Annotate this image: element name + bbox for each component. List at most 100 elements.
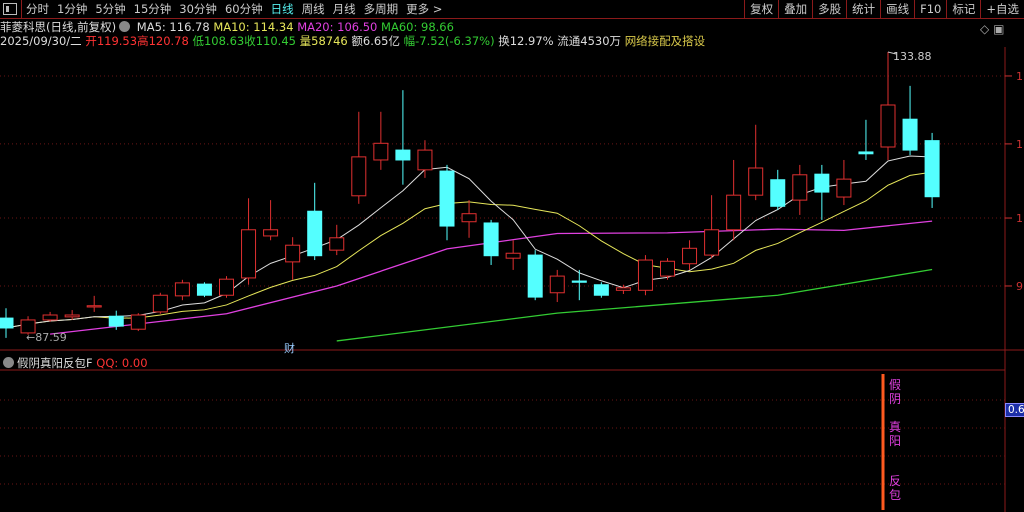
ma10-value: MA10: 114.34 bbox=[213, 20, 294, 34]
open: 开119.53 bbox=[85, 34, 138, 48]
candle-down bbox=[307, 210, 323, 257]
candle-up bbox=[660, 260, 675, 277]
high-price-label: 133.88 bbox=[893, 50, 932, 63]
high: 高120.78 bbox=[137, 34, 189, 48]
period-tab[interactable]: 分时 bbox=[26, 2, 49, 16]
candle-up bbox=[351, 156, 367, 197]
toolbar-button[interactable]: 叠加 bbox=[778, 0, 812, 19]
concept-tag[interactable]: 网络接配及搭设 bbox=[624, 34, 706, 48]
candle-up bbox=[880, 104, 896, 148]
float-shares: 流通4530万 bbox=[557, 34, 622, 48]
layout-toggle-icon[interactable] bbox=[3, 3, 17, 15]
stock-info-line: 菲菱科思(日线,前复权) MA5: 116.78 MA10: 114.34 MA… bbox=[0, 19, 454, 34]
period-tab[interactable]: 周线 bbox=[301, 2, 325, 16]
candle-up bbox=[417, 149, 433, 171]
period-tab[interactable]: 60分钟 bbox=[224, 2, 263, 16]
ma20-line bbox=[50, 220, 933, 335]
candle-up bbox=[373, 142, 389, 161]
ma20-value: MA20: 106.50 bbox=[297, 20, 378, 34]
toolbar-button[interactable]: 复权 bbox=[744, 0, 778, 19]
candle-up bbox=[219, 278, 234, 296]
high-marker bbox=[887, 51, 897, 55]
toolbar-button[interactable]: F10 bbox=[914, 0, 946, 19]
indicator-name[interactable]: 假阴真阳反包F bbox=[17, 356, 93, 370]
turnover: 换12.97% bbox=[498, 34, 554, 48]
y-tick-label: 1 bbox=[1016, 70, 1023, 83]
candle-up bbox=[42, 314, 58, 321]
stock-title: 菲菱科思(日线,前复权) bbox=[0, 20, 117, 34]
candle-up bbox=[241, 229, 257, 279]
signal-char: 假 bbox=[889, 378, 902, 392]
candle-down bbox=[0, 317, 14, 329]
candle-down bbox=[571, 280, 587, 283]
period-tab[interactable]: 多周期 bbox=[363, 2, 399, 16]
candle-up bbox=[836, 178, 852, 198]
chevron-down-icon[interactable] bbox=[3, 357, 14, 368]
low: 低108.63 bbox=[192, 34, 245, 48]
candle-up bbox=[505, 252, 521, 259]
candle-up bbox=[549, 275, 565, 294]
candle-up bbox=[285, 244, 301, 263]
period-tab[interactable]: 30分钟 bbox=[179, 2, 217, 16]
low-price-label: ←87.59 bbox=[26, 331, 67, 344]
candle-down bbox=[770, 179, 786, 207]
candle-down bbox=[593, 284, 609, 296]
candle-down bbox=[814, 173, 830, 193]
toolbar-button[interactable]: 画线 bbox=[880, 0, 914, 19]
close: 收110.45 bbox=[244, 34, 296, 48]
period-tab[interactable]: 5分钟 bbox=[95, 2, 126, 16]
change: 幅-7.52(-6.37%) bbox=[403, 34, 495, 48]
signal-char: 真 bbox=[889, 420, 902, 434]
candle-down bbox=[527, 254, 543, 298]
period-tab[interactable]: 15分钟 bbox=[133, 2, 172, 16]
candle-down bbox=[196, 283, 212, 296]
candle-up bbox=[64, 314, 80, 318]
candle-up bbox=[461, 213, 477, 223]
qq-value: QQ: 0.00 bbox=[96, 356, 148, 370]
volume: 量58746 bbox=[299, 34, 348, 48]
candle-down bbox=[902, 118, 918, 151]
toolbar-button[interactable]: +自选 bbox=[980, 0, 1024, 19]
candle-down bbox=[108, 315, 124, 327]
toolbar-button[interactable]: 统计 bbox=[846, 0, 880, 19]
chart-tools: ◇ ▣ bbox=[980, 22, 1004, 36]
candle-up bbox=[637, 259, 653, 291]
toolbar-button[interactable]: 标记 bbox=[946, 0, 980, 19]
candle-up bbox=[20, 319, 36, 334]
candle-down bbox=[858, 151, 874, 155]
y-tick-label: 9 bbox=[1016, 280, 1023, 293]
period-tab[interactable]: 月线 bbox=[332, 2, 356, 16]
signal-char: 阴 bbox=[889, 392, 902, 406]
candle-down bbox=[439, 170, 455, 227]
candle-up bbox=[792, 174, 808, 201]
candle-up bbox=[152, 294, 168, 313]
candle-up bbox=[615, 287, 631, 291]
signal-char: 包 bbox=[889, 488, 902, 502]
diamond-icon[interactable]: ◇ bbox=[980, 22, 990, 36]
candle-up bbox=[682, 247, 698, 265]
period-tab[interactable]: 更多 > bbox=[406, 2, 443, 16]
quote-line: 2025/09/30/二 开119.53高120.78 低108.63收110.… bbox=[0, 33, 706, 48]
period-tab[interactable]: 1分钟 bbox=[57, 2, 88, 16]
candle-up bbox=[329, 237, 345, 251]
candle-down bbox=[924, 140, 940, 198]
divider bbox=[21, 0, 22, 19]
candle-up bbox=[748, 167, 764, 196]
panel-icon[interactable]: ▣ bbox=[993, 22, 1005, 36]
indicator-value-label: 0.60 bbox=[1005, 403, 1024, 417]
candle-up bbox=[704, 229, 720, 256]
chevron-down-icon[interactable] bbox=[119, 21, 131, 32]
candle-up bbox=[726, 194, 742, 231]
candle-up bbox=[130, 314, 146, 330]
signal-char: 反 bbox=[889, 474, 902, 488]
candle-up bbox=[263, 229, 279, 237]
toolbar-button[interactable]: 多股 bbox=[812, 0, 846, 19]
amount: 额6.65亿 bbox=[351, 34, 400, 48]
candle-down bbox=[395, 149, 411, 161]
ma5-value: MA5: 116.78 bbox=[136, 20, 210, 34]
signal-char: 阳 bbox=[889, 434, 902, 448]
finance-marker[interactable]: 财 bbox=[284, 342, 295, 355]
ma60-value: MA60: 98.66 bbox=[381, 20, 454, 34]
period-tab[interactable]: 日线 bbox=[270, 2, 294, 16]
